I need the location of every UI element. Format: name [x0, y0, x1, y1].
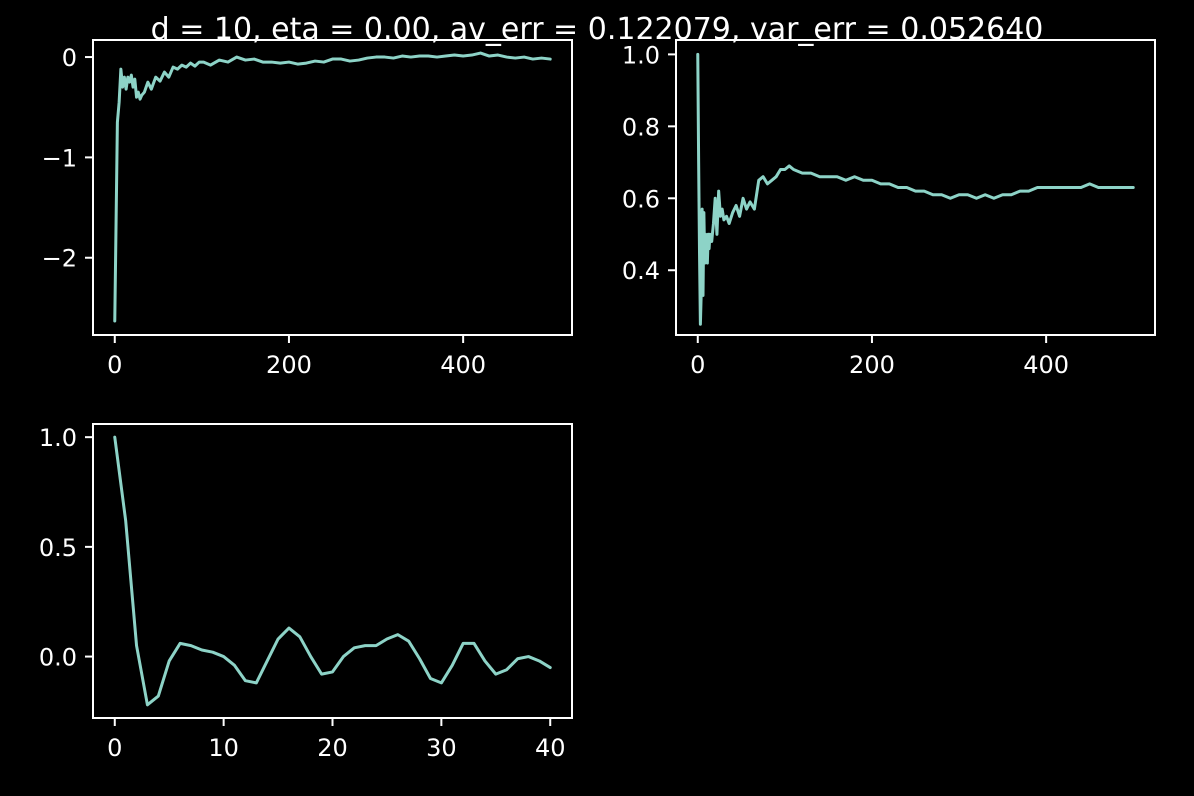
- subplot-1: 0 200 400 0 −1 −2: [42, 39, 573, 379]
- y-tick-label: 0.0: [39, 644, 77, 672]
- series-line-1-1: [113, 51, 552, 323]
- axes-frame-1: [92, 39, 573, 336]
- axes-frame-2: [675, 39, 1156, 336]
- x-tick-label: 0: [690, 351, 705, 379]
- y-tick-label: 0.5: [39, 534, 77, 562]
- x-tick-label: 400: [440, 351, 486, 379]
- y-tick-label: 0.6: [622, 185, 660, 213]
- x-tick-label: 20: [317, 734, 348, 762]
- subplots-group: 0 200 400 0 −1 −2 0 200 400 1.0 0.8 0.6 0.4 0 10 20 30 40…: [39, 39, 1156, 762]
- y-tick-label: 0.4: [622, 257, 660, 285]
- x-tick-label: 10: [208, 734, 239, 762]
- x-tick-label: 40: [535, 734, 566, 762]
- x-tick-label: 400: [1023, 351, 1069, 379]
- y-tick-label: 0: [62, 44, 77, 72]
- x-tick-label: 0: [107, 351, 122, 379]
- subplot-2: 0 200 400 1.0 0.8 0.6 0.4: [622, 39, 1156, 379]
- subplot-3: 0 10 20 30 40 1.0 0.5 0.0: [39, 423, 573, 762]
- x-tick-label: 0: [107, 734, 122, 762]
- series-line-3-1: [113, 435, 552, 707]
- x-tick-label: 30: [426, 734, 457, 762]
- x-tick-label: 200: [266, 351, 312, 379]
- series-line-2-1: [696, 52, 1135, 326]
- figure-title: d = 10, eta = 0.00, av_err = 0.122079, v…: [150, 12, 1044, 47]
- y-tick-label: −2: [42, 245, 77, 273]
- y-tick-label: 1.0: [39, 424, 77, 452]
- y-tick-label: 1.0: [622, 41, 660, 69]
- x-tick-label: 200: [849, 351, 895, 379]
- y-tick-label: −1: [42, 144, 77, 172]
- y-tick-label: 0.8: [622, 113, 660, 141]
